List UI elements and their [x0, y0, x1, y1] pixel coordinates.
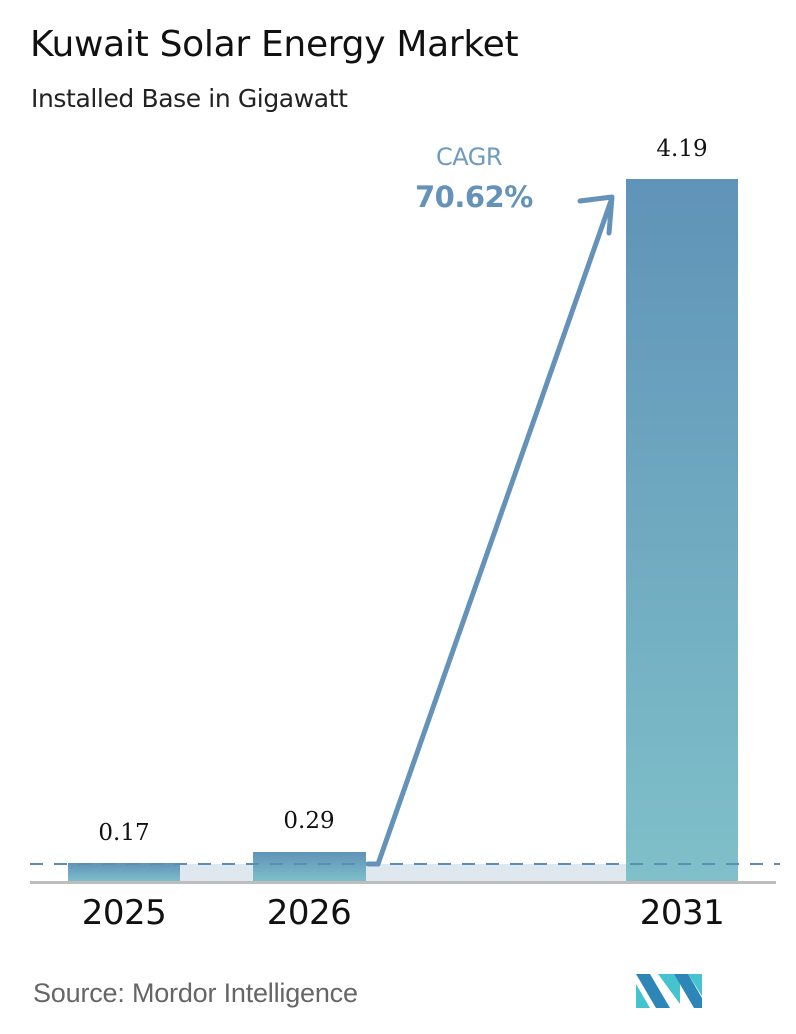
bar-2026	[253, 852, 366, 882]
x-axis-line	[30, 881, 776, 884]
bar-2031	[626, 179, 738, 882]
mordor-intelligence-logo-icon	[636, 974, 702, 1008]
cagr-label: CAGR	[436, 143, 503, 171]
x-tick-2031: 2031	[639, 893, 725, 933]
chart-title: Kuwait Solar Energy Market	[30, 24, 519, 65]
value-label-2031: 4.19	[656, 136, 708, 162]
x-tick-2025: 2025	[81, 893, 167, 933]
cagr-value: 70.62%	[415, 180, 533, 214]
value-label-2026: 0.29	[283, 808, 335, 834]
source-text: Source: Mordor Intelligence	[33, 978, 358, 1008]
chart-subtitle: Installed Base in Gigawatt	[31, 84, 348, 113]
x-tick-2026: 2026	[266, 893, 352, 933]
bar-2025	[68, 863, 180, 882]
value-label-2025: 0.17	[98, 820, 150, 846]
cagr-arrow-icon	[365, 194, 615, 867]
